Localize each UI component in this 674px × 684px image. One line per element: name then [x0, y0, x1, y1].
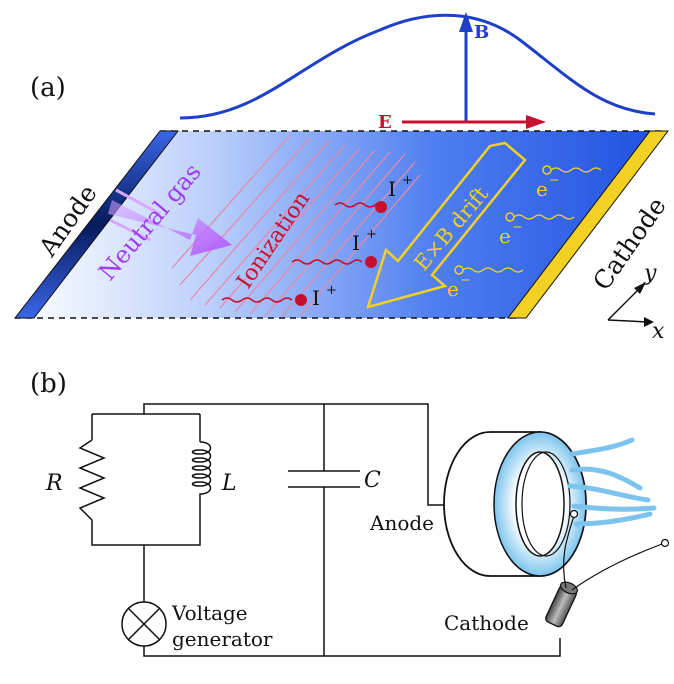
ion-3-sup: + — [402, 173, 413, 188]
electron-1-label: e — [536, 177, 548, 201]
thruster — [443, 431, 587, 577]
anode-label-b: Anode — [369, 511, 434, 535]
resistor — [78, 439, 106, 521]
resistor-label: R — [45, 471, 63, 496]
voltage-label-line1: Voltage — [171, 601, 248, 625]
electron-3-label: e — [447, 277, 459, 301]
plasma-plume — [567, 437, 657, 527]
ion-2 — [291, 256, 377, 268]
inductor-label: L — [221, 471, 237, 496]
electron-2-label: e — [499, 224, 511, 248]
b-field-label: B — [474, 22, 489, 43]
cathode-terminal-1 — [569, 509, 579, 519]
ion-1-sup: + — [326, 283, 337, 298]
ion-2-label: I — [352, 231, 360, 255]
channel — [15, 131, 662, 318]
cathode-device — [545, 581, 579, 628]
axis-y-arrowhead — [634, 282, 646, 294]
inductor — [191, 441, 212, 520]
b-field-arrowhead — [459, 12, 473, 32]
axis-x-label: x — [652, 319, 665, 344]
electron-2 — [505, 212, 575, 222]
electron-1-sup: − — [549, 173, 560, 188]
voltage-generator-cross-2 — [127, 607, 161, 641]
cathode-terminal-2 — [660, 538, 670, 548]
anode-electrode — [13, 130, 180, 319]
electron-3 — [454, 265, 524, 275]
panel-a-label: (a) — [30, 73, 66, 103]
axis-y-label: y — [643, 261, 657, 286]
cathode-wire-1 — [563, 515, 575, 589]
electron-1 — [542, 165, 602, 175]
ion-1-label: I — [312, 286, 320, 310]
ion-3-label: I — [388, 177, 396, 201]
exb-drift-arrow — [366, 141, 527, 309]
panel-b-label: (b) — [30, 369, 67, 399]
neutral-gas-arrow — [108, 188, 232, 256]
voltage-label-line2: generator — [172, 627, 273, 651]
e-field-label: E — [378, 112, 392, 133]
cathode-wire-2 — [571, 543, 663, 591]
electron-3-sup: − — [460, 273, 471, 288]
cathode-label-b: Cathode — [444, 611, 529, 635]
ion-2-sup: + — [366, 227, 377, 242]
cathode-electrode — [506, 130, 670, 319]
electron-2-sup: − — [512, 220, 523, 235]
axis-y-arrow — [607, 287, 641, 321]
b-field-profile-curve — [179, 13, 656, 120]
ionization-zone — [171, 134, 421, 317]
ion-1 — [221, 294, 307, 306]
axis-x-arrowhead — [644, 317, 654, 327]
circuit-wires — [91, 403, 561, 657]
ion-3 — [334, 201, 387, 213]
e-field-arrowhead — [526, 115, 546, 129]
axis-x-arrow — [607, 319, 649, 323]
capacitor-label: C — [364, 468, 381, 493]
